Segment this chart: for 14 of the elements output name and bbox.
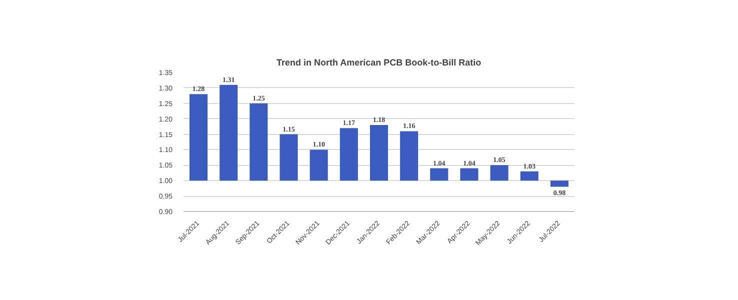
bar [190,94,208,181]
bar [430,168,448,181]
bar [280,134,298,181]
bar [370,125,388,181]
bar [400,131,418,181]
bar [460,168,478,181]
bar [520,171,538,181]
bar [550,180,568,187]
bar [250,103,268,181]
bar [220,84,238,181]
bar [490,165,508,181]
bar [340,128,358,181]
bar [310,150,328,181]
chart-title: Trend in North American PCB Book-to-Bill Ratio [276,58,482,68]
